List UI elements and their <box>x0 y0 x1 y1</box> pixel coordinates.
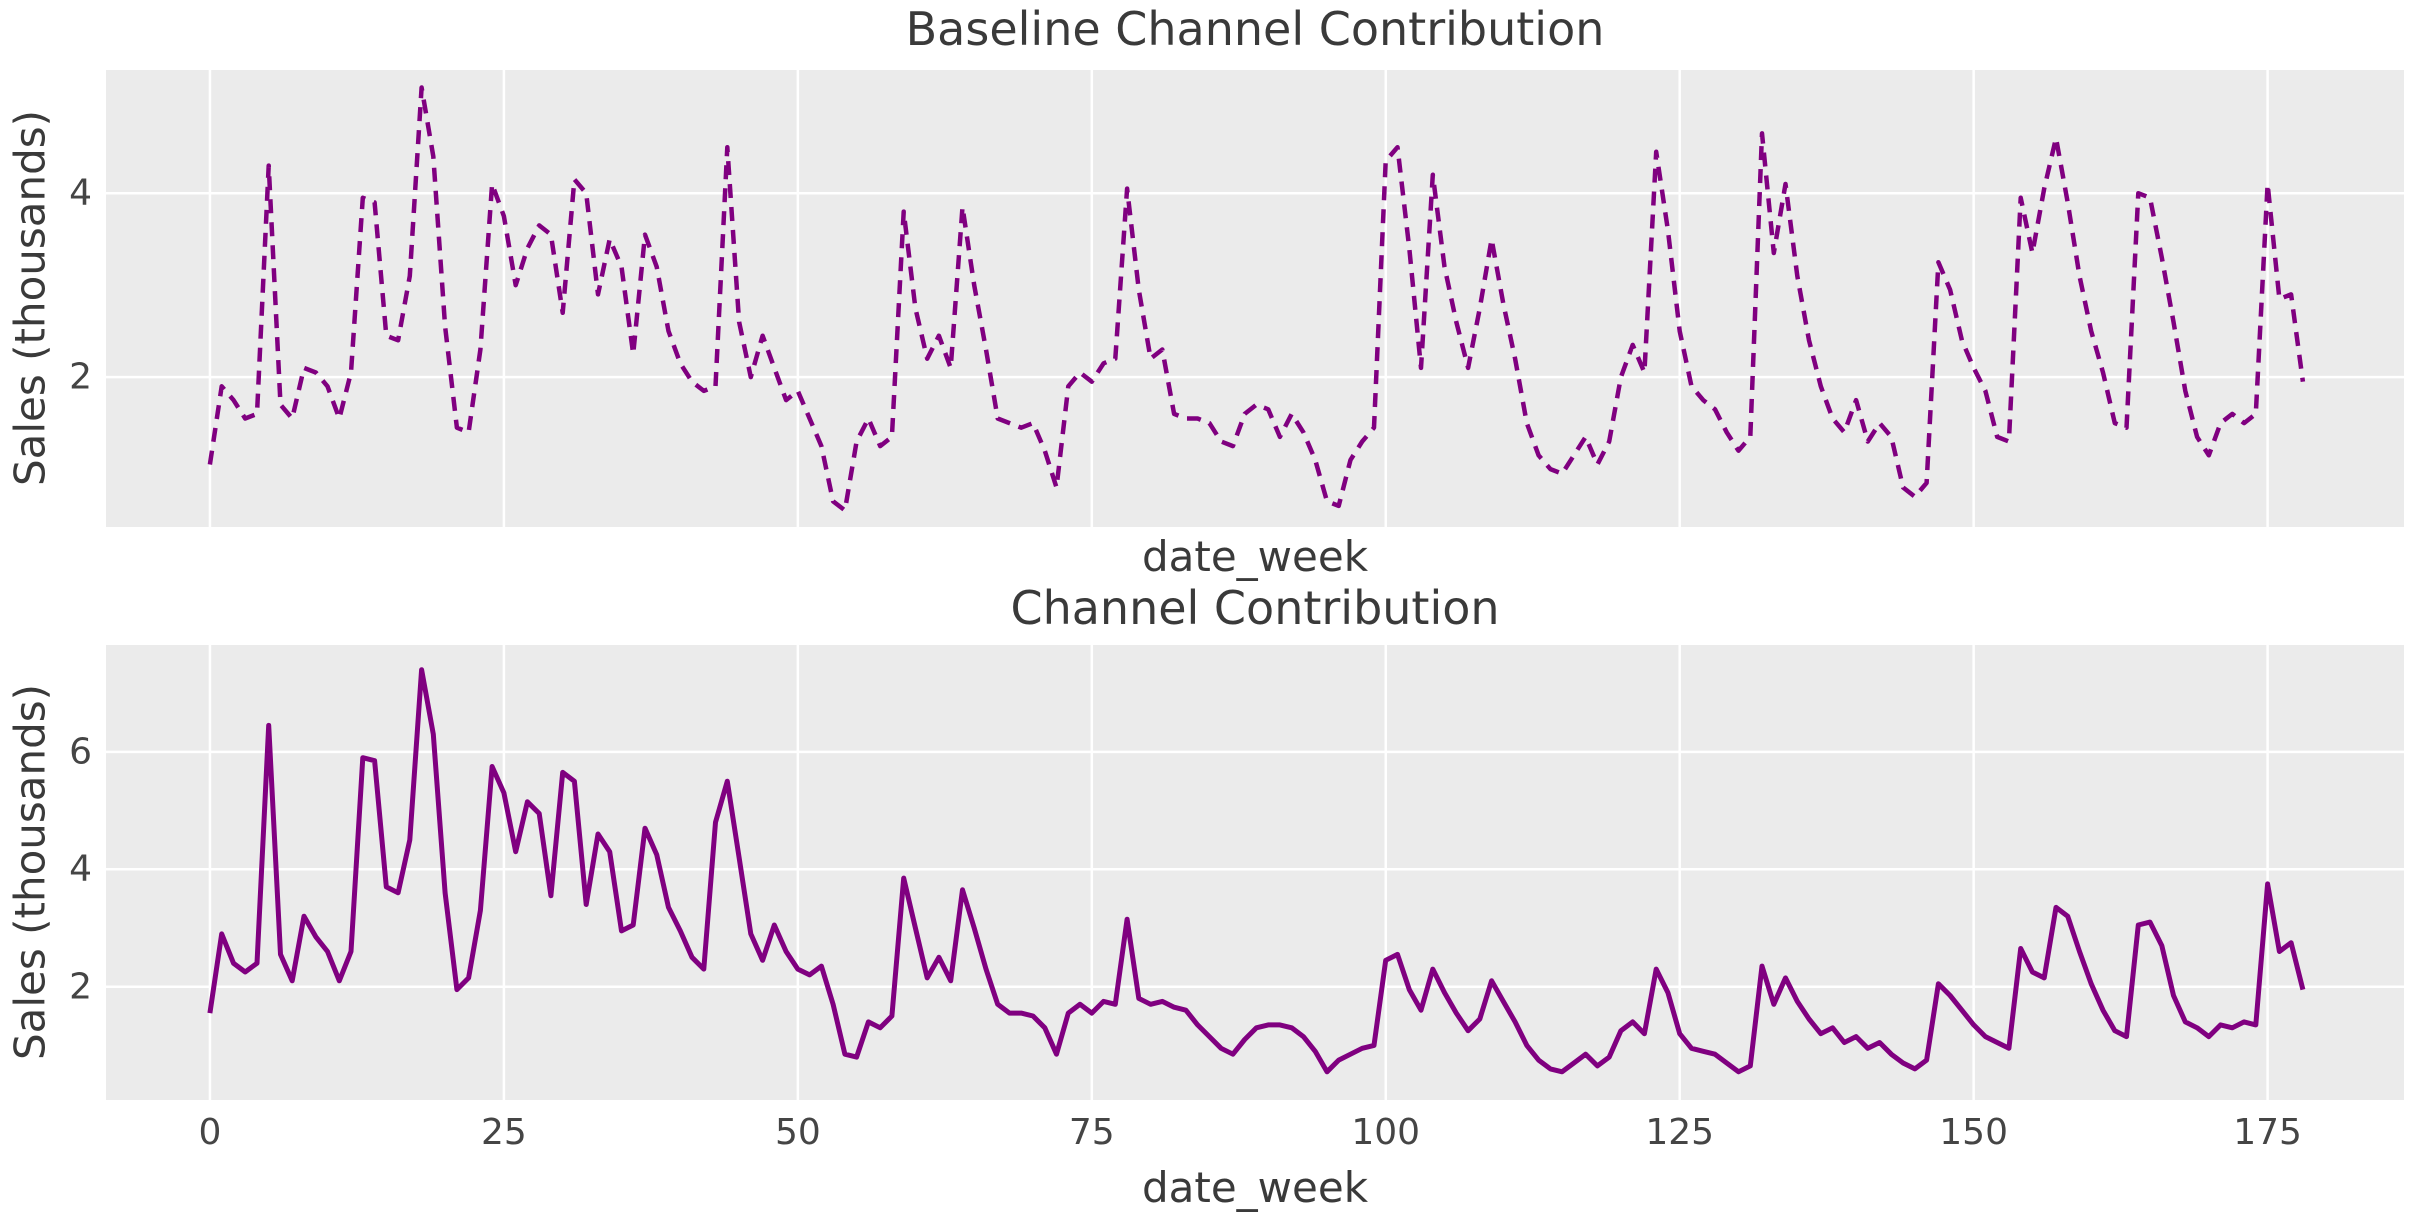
contribution-x-tick-labels: 0 25 50 75 100 125 150 175 <box>106 1112 2404 1156</box>
x-tick-label: 25 <box>480 1112 527 1153</box>
baseline-chart-title: Baseline Channel Contribution <box>905 2 1605 56</box>
contribution-x-axis-label: date_week <box>1141 1163 1369 1212</box>
series-line <box>207 667 2306 1075</box>
contribution-line-plot <box>106 645 2404 1100</box>
x-tick-label: 150 <box>1939 1112 2008 1153</box>
series-line <box>207 85 2306 513</box>
baseline-line-plot <box>106 70 2404 527</box>
x-tick-label: 125 <box>1645 1112 1715 1153</box>
x-tick-label: 50 <box>774 1112 821 1153</box>
y-tick-label: 2 <box>69 966 92 1008</box>
y-tick-label: 4 <box>69 848 92 890</box>
baseline-x-axis-label: date_week <box>1141 532 1369 581</box>
contribution-y-axis-label: Sales (thousands) <box>5 683 55 1061</box>
baseline-y-axis-label: Sales (thousands) <box>5 109 55 487</box>
contribution-chart-title: Channel Contribution <box>1010 581 1500 635</box>
contribution-plot-area <box>106 645 2404 1100</box>
x-tick-label: 175 <box>2233 1112 2302 1153</box>
x-tick-label: 0 <box>198 1112 222 1153</box>
x-tick-label: 75 <box>1068 1112 1115 1153</box>
y-tick-label: 2 <box>69 356 92 398</box>
y-tick-label: 6 <box>69 731 92 773</box>
y-tick-label: 4 <box>69 172 92 214</box>
baseline-plot-area <box>106 70 2404 527</box>
x-tick-label: 100 <box>1351 1112 1421 1153</box>
